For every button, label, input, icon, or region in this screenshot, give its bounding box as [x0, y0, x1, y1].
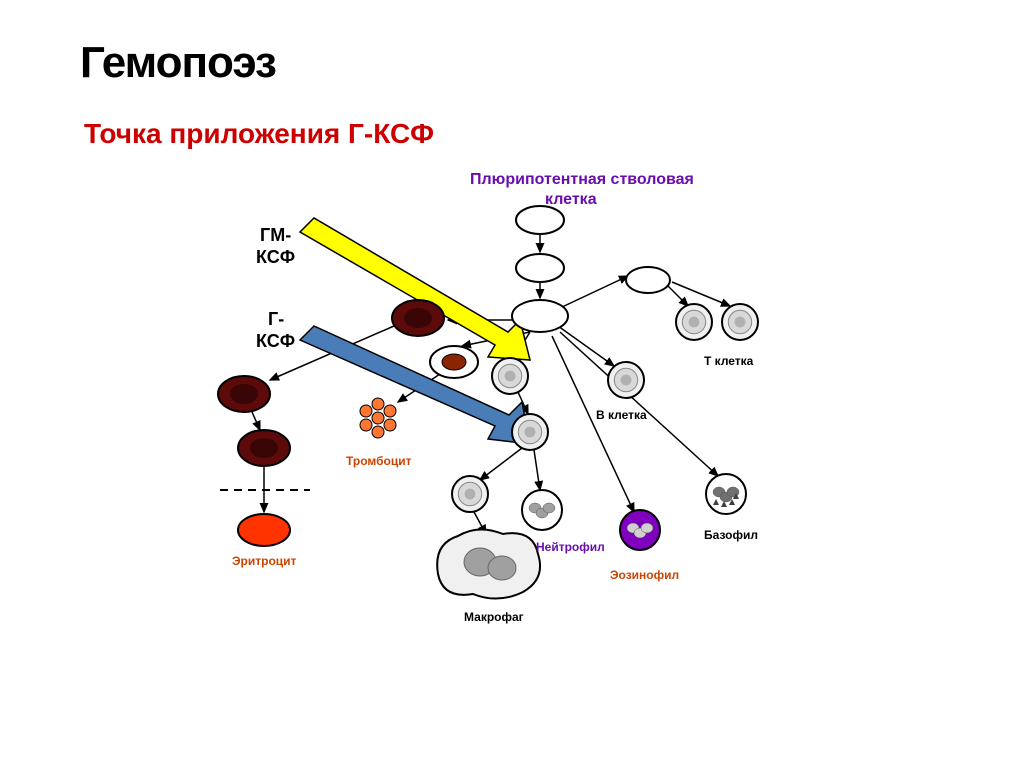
cell-baso [706, 474, 746, 514]
platelet-4 [384, 419, 396, 431]
label-neutrophil: Нейтрофил [536, 540, 605, 556]
subtitle: Точка приложения Г-КСФ [84, 118, 434, 150]
platelet-6 [372, 412, 384, 424]
label-gm_csf2: КСФ [256, 246, 295, 269]
platelet-0 [372, 398, 384, 410]
platelet-3 [360, 419, 372, 431]
edge-14 [480, 448, 522, 480]
edge-4 [668, 286, 688, 306]
cell-stem2 [516, 254, 564, 282]
label-eosinophil: Эозинофил [610, 568, 679, 584]
cell-t_branch [626, 267, 670, 293]
label-gm_csf1: ГМ- [260, 224, 291, 247]
label-t_cell: Т клетка [704, 354, 753, 370]
cell-red2_inner [230, 384, 258, 404]
platelet-2 [384, 405, 396, 417]
edge-3 [560, 276, 628, 308]
label-g_csf2: КСФ [256, 330, 295, 353]
platelet-5 [372, 426, 384, 438]
cell-meg_inner [442, 354, 466, 370]
diagram-svg [0, 0, 1024, 767]
cell-prog1 [492, 358, 528, 394]
cell-lymph_b [608, 362, 644, 398]
label-pluripotent1: Плюрипотентная стволовая [470, 170, 694, 191]
label-erythrocyte: Эритроцит [232, 554, 296, 570]
cell-stem3 [512, 300, 568, 332]
cell-lymph_t2 [722, 304, 758, 340]
label-pluripotent2: клетка [545, 190, 597, 211]
page-title: Гемопоэз [80, 38, 276, 88]
cell-eosino [620, 510, 660, 550]
label-g_csf1: Г- [268, 308, 284, 331]
edge-10 [252, 412, 260, 430]
cell-prog2 [512, 414, 548, 450]
edge-15 [534, 450, 540, 490]
platelet-1 [360, 405, 372, 417]
cell-red3_inner [250, 438, 278, 458]
cell-lymph_t1 [676, 304, 712, 340]
cell-mono [452, 476, 488, 512]
label-b_cell: В клетка [596, 408, 647, 424]
edge-6 [558, 326, 614, 366]
cell-erythro [238, 514, 290, 546]
label-basophil: Базофил [704, 528, 758, 544]
edge-5 [672, 282, 730, 306]
cell-red1_inner [404, 308, 432, 328]
label-thrombocyte: Тромбоцит [346, 454, 411, 470]
cell-neutro [522, 490, 562, 530]
label-macrophage: Макрофаг [464, 610, 524, 626]
